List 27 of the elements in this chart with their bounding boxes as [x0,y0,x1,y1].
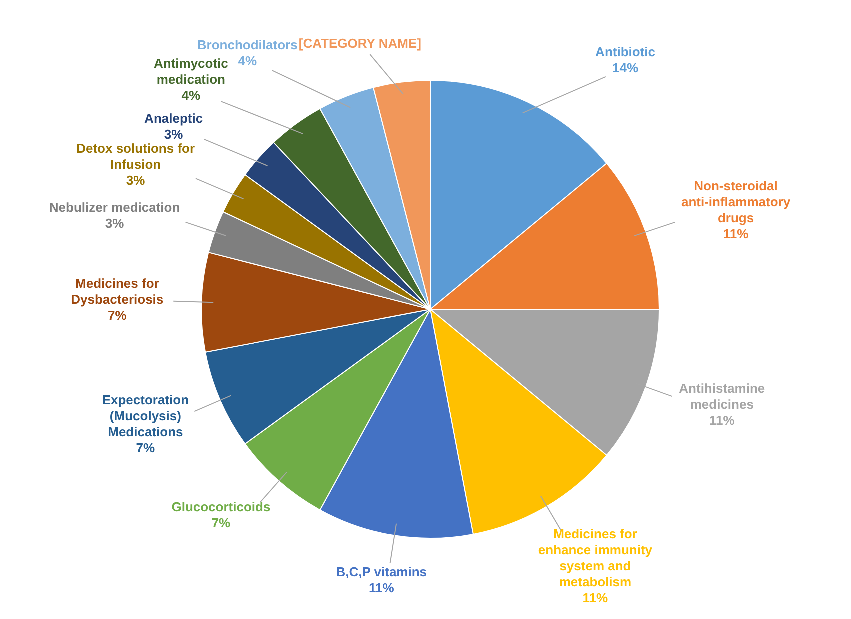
slice-label: Medicines for enhance immunity system and metabolism [538,526,654,590]
data-label: 7% [212,515,232,530]
slice-label: Bronchodilators [197,37,298,52]
slice-label: Nebulizer medication [49,200,180,215]
slice-label: Non-steroidal anti-inflammatory drugs [681,178,792,226]
slice-label: Medicines for Dysbacteriosis [71,276,164,308]
data-label: 4% [182,88,202,104]
data-label: 7% [136,440,156,456]
data-label: 3% [126,173,146,188]
slice-label: Antibiotic [596,44,656,60]
slice-label: Detox solutions for Infusion [76,141,196,172]
slice-label: Analeptic [144,111,204,126]
slice-label: Glucocorticoids [172,499,271,514]
slice-label: Expectoration (Mucolysis) Medications [102,392,190,440]
data-label: 11% [709,412,736,428]
data-label: 11% [368,580,395,596]
data-label: 3% [105,216,125,231]
data-label: 11% [723,226,750,242]
slice-label: B,C,P vitamins [336,564,428,580]
slice-label: Antimycotic medication [154,56,228,88]
data-label: 11% [582,590,609,606]
data-label: 14% [612,60,639,76]
data-label: 3% [164,127,184,142]
data-label: 7% [108,308,128,324]
data-label: 4% [238,53,258,68]
slice-label: Antihistamine medicines [679,380,766,412]
slice-label: [CATEGORY NAME] [298,36,422,52]
